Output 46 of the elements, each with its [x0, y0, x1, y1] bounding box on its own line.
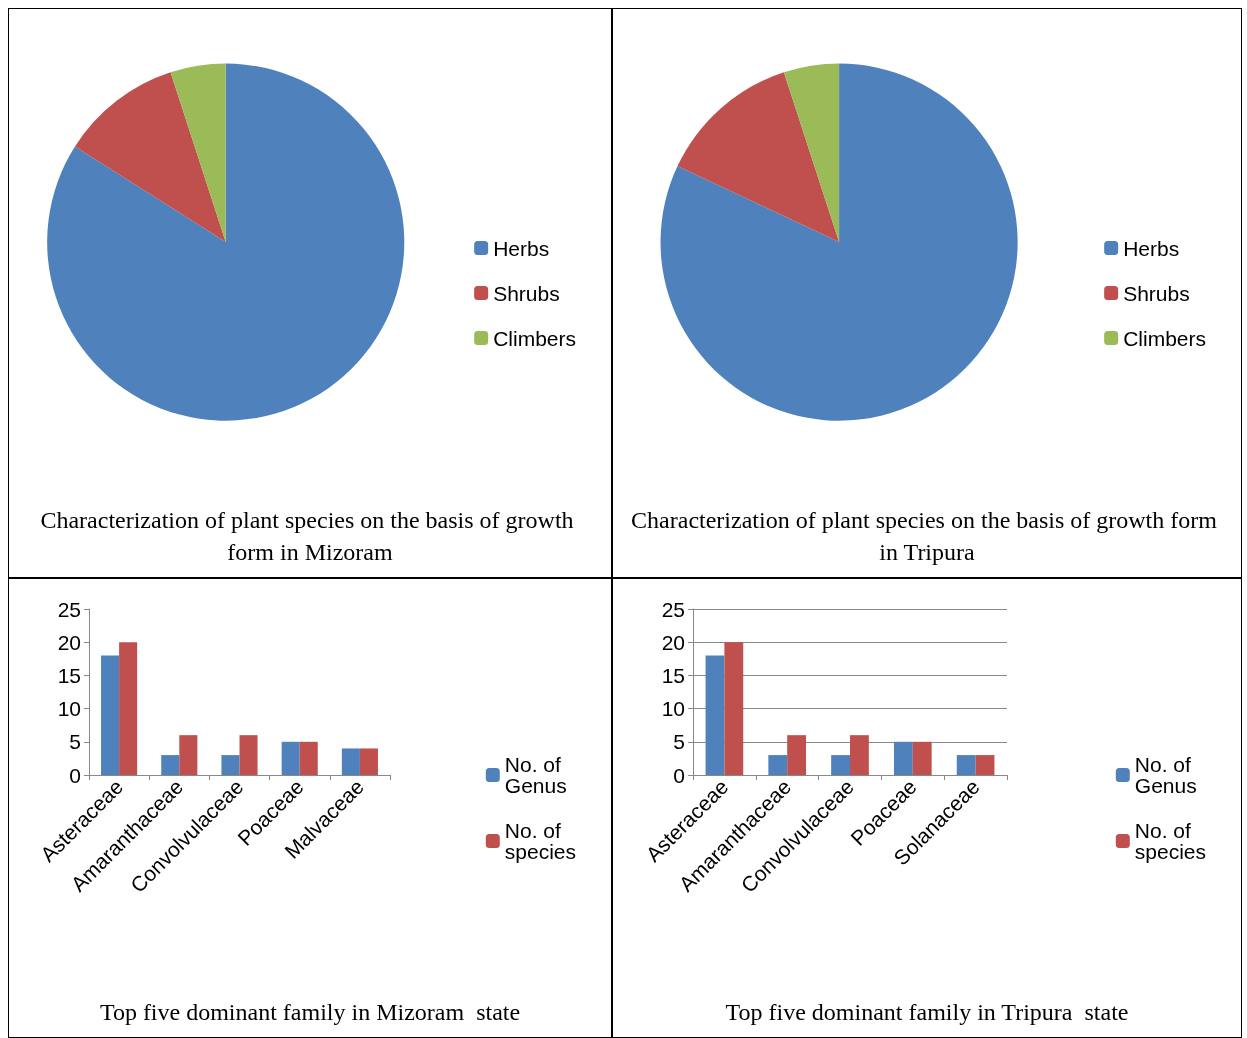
y-tick-label: 15	[661, 663, 685, 687]
bar	[179, 735, 198, 775]
y-tick-label: 10	[57, 697, 81, 721]
legend-label: No. of Genus	[1134, 753, 1197, 797]
bar	[299, 741, 318, 775]
bar	[787, 735, 807, 775]
bar	[359, 748, 378, 775]
bar	[893, 741, 913, 775]
y-tick-label: 5	[673, 730, 685, 754]
legend-label: Herbs	[493, 236, 550, 260]
legend-label: Climbers	[493, 326, 576, 350]
bar	[850, 735, 869, 775]
bar	[101, 655, 120, 775]
y-tick-label: 0	[673, 763, 685, 787]
bar	[221, 755, 240, 775]
bar	[239, 735, 258, 775]
legend-label: No. of species	[1134, 819, 1206, 863]
bar	[956, 755, 976, 775]
y-tick-label: 15	[57, 663, 81, 687]
legend-label: Climbers	[1123, 326, 1206, 350]
text: Characterization of plant species on the basis of growth form in Tripura	[631, 507, 1223, 565]
bar	[119, 642, 138, 775]
bar	[768, 755, 788, 775]
bar	[724, 642, 744, 775]
y-tick-label: 5	[69, 730, 81, 754]
legend-label: Herbs	[1123, 236, 1180, 260]
text: Top five dominant family in Mizoram state	[99, 999, 521, 1025]
y-tick-label: 20	[57, 630, 81, 654]
bar	[161, 755, 180, 775]
bar	[281, 741, 300, 775]
legend-label: Shrubs	[493, 281, 560, 305]
legend-label: Shrubs	[1123, 281, 1190, 305]
bar	[831, 755, 850, 775]
y-tick-label: 25	[57, 597, 81, 621]
bar	[912, 741, 932, 775]
legend-label: No. of Genus	[504, 753, 567, 797]
y-tick-label: 25	[661, 597, 685, 621]
y-tick-label: 10	[661, 697, 685, 721]
bar	[975, 755, 995, 775]
y-tick-label: 20	[661, 630, 685, 654]
bar	[341, 748, 360, 775]
text: Top five dominant family in Tripura state	[725, 999, 1129, 1025]
text: Characterization of plant species on the basis of growth form in Mizoram	[40, 507, 580, 565]
legend-label: No. of species	[504, 819, 576, 863]
bar	[705, 655, 725, 775]
y-tick-label: 0	[69, 763, 81, 787]
